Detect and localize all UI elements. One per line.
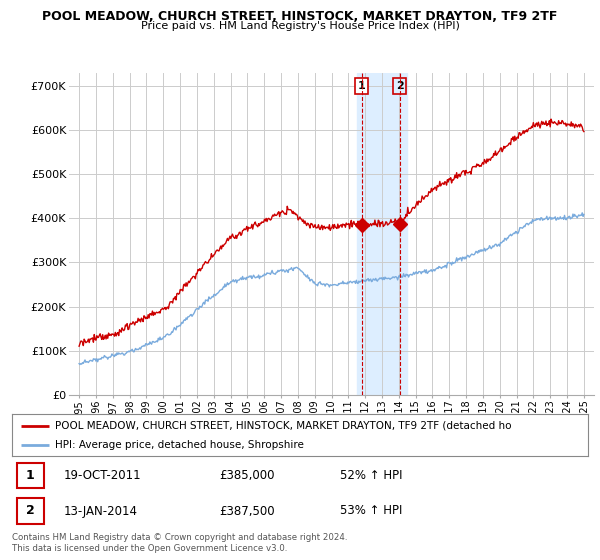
Text: £387,500: £387,500 [220, 505, 275, 517]
Text: 19-OCT-2011: 19-OCT-2011 [64, 469, 142, 482]
Text: Contains HM Land Registry data © Crown copyright and database right 2024.
This d: Contains HM Land Registry data © Crown c… [12, 533, 347, 553]
Text: 1: 1 [358, 81, 365, 91]
FancyBboxPatch shape [17, 498, 44, 524]
Text: 53% ↑ HPI: 53% ↑ HPI [340, 505, 403, 517]
FancyBboxPatch shape [17, 463, 44, 488]
Text: 52% ↑ HPI: 52% ↑ HPI [340, 469, 403, 482]
Text: POOL MEADOW, CHURCH STREET, HINSTOCK, MARKET DRAYTON, TF9 2TF: POOL MEADOW, CHURCH STREET, HINSTOCK, MA… [43, 10, 557, 23]
Text: £385,000: £385,000 [220, 469, 275, 482]
Text: 2: 2 [396, 81, 404, 91]
Text: 2: 2 [26, 505, 35, 517]
Text: Price paid vs. HM Land Registry's House Price Index (HPI): Price paid vs. HM Land Registry's House … [140, 21, 460, 31]
Bar [357, 73, 407, 395]
Text: 1: 1 [26, 469, 35, 482]
Text: POOL MEADOW, CHURCH STREET, HINSTOCK, MARKET DRAYTON, TF9 2TF (detached ho: POOL MEADOW, CHURCH STREET, HINSTOCK, MA… [55, 421, 512, 431]
Text: HPI: Average price, detached house, Shropshire: HPI: Average price, detached house, Shro… [55, 440, 304, 450]
Text: 13-JAN-2014: 13-JAN-2014 [64, 505, 138, 517]
